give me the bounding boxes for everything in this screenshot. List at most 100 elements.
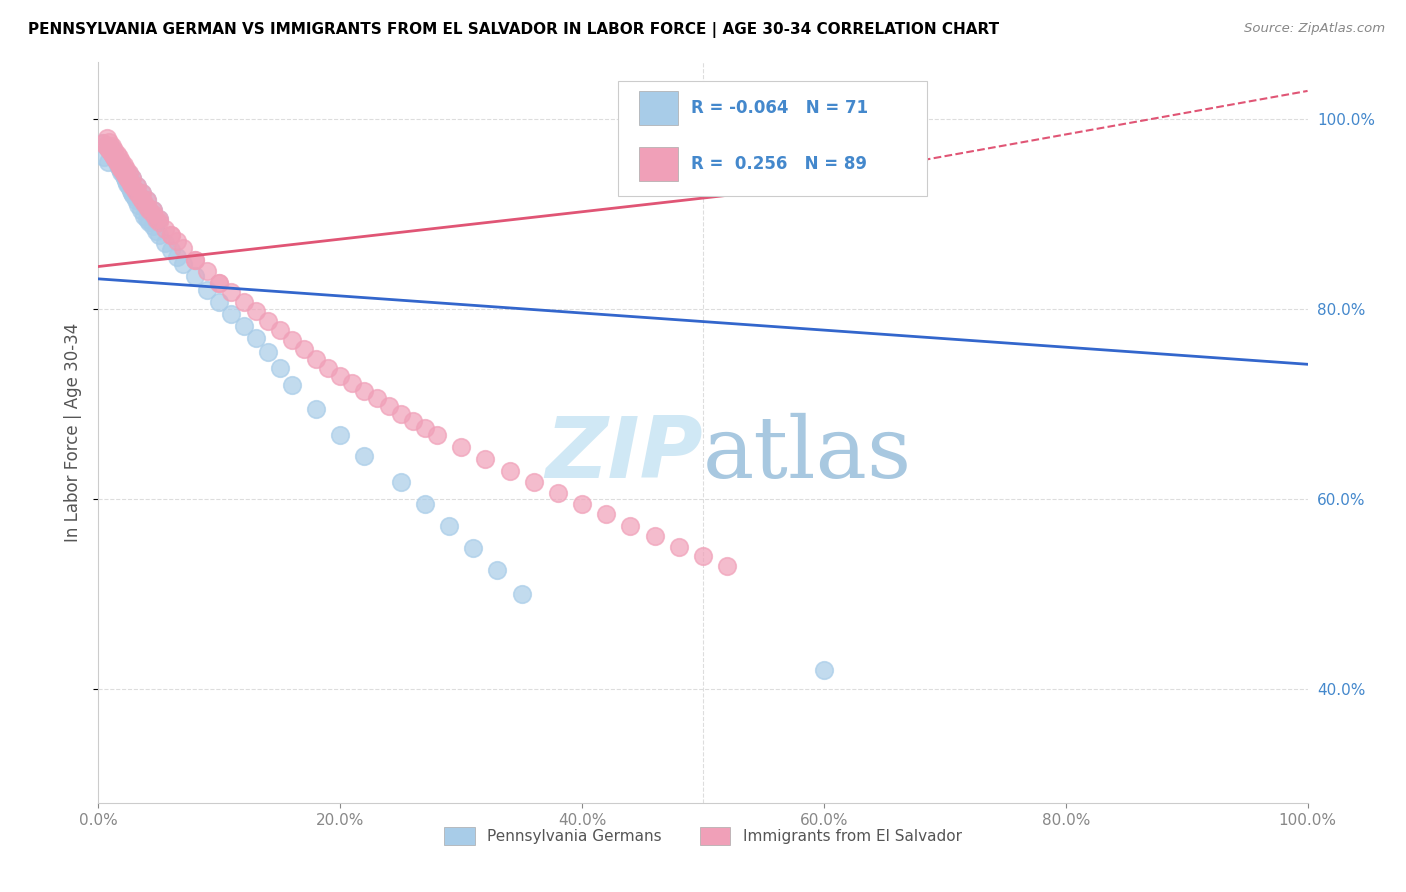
- Legend: Pennsylvania Germans, Immigrants from El Salvador: Pennsylvania Germans, Immigrants from El…: [439, 821, 967, 851]
- Point: [118, 165, 141, 179]
- Point: [595, 508, 617, 522]
- Point: [153, 235, 176, 250]
- Point: [128, 190, 150, 204]
- Point: [120, 184, 142, 198]
- Point: [121, 171, 143, 186]
- Point: [100, 139, 122, 153]
- Point: [100, 146, 122, 161]
- Point: [115, 174, 138, 188]
- Point: [127, 178, 149, 193]
- FancyBboxPatch shape: [619, 81, 927, 195]
- Point: [131, 186, 153, 201]
- Point: [142, 202, 165, 217]
- Point: [172, 240, 194, 255]
- Point: [115, 164, 138, 178]
- Point: [103, 150, 125, 164]
- Point: [402, 414, 425, 428]
- Y-axis label: In Labor Force | Age 30-34: In Labor Force | Age 30-34: [65, 323, 83, 542]
- Point: [118, 175, 141, 189]
- Point: [463, 541, 485, 556]
- Point: [256, 345, 278, 359]
- Point: [184, 268, 207, 283]
- Point: [108, 155, 131, 169]
- Point: [131, 193, 153, 207]
- Point: [172, 257, 194, 271]
- Point: [245, 304, 267, 318]
- Point: [510, 587, 533, 601]
- Point: [127, 198, 149, 212]
- Point: [118, 168, 141, 182]
- Point: [329, 427, 352, 442]
- Point: [523, 475, 546, 489]
- Point: [120, 177, 142, 191]
- Point: [127, 178, 149, 193]
- Point: [110, 154, 132, 169]
- Point: [111, 163, 134, 178]
- Point: [138, 202, 160, 217]
- Point: [129, 202, 152, 217]
- Point: [292, 342, 315, 356]
- Point: [110, 164, 132, 178]
- Point: [353, 450, 375, 464]
- Point: [100, 141, 122, 155]
- Point: [245, 331, 267, 345]
- Point: [97, 155, 120, 169]
- Point: [221, 307, 243, 321]
- Point: [105, 154, 128, 169]
- Point: [195, 283, 218, 297]
- Text: R = -0.064   N = 71: R = -0.064 N = 71: [690, 99, 868, 117]
- Point: [114, 168, 136, 182]
- Point: [97, 141, 120, 155]
- Point: [148, 215, 170, 229]
- Point: [498, 464, 520, 478]
- Point: [450, 440, 472, 454]
- Point: [96, 131, 118, 145]
- Point: [107, 156, 129, 170]
- Point: [117, 177, 139, 191]
- Point: [127, 186, 149, 201]
- Point: [94, 139, 117, 153]
- Point: [104, 153, 127, 167]
- Point: [110, 158, 132, 172]
- Point: [135, 193, 157, 207]
- Point: [108, 161, 131, 176]
- Point: [101, 148, 124, 162]
- Point: [100, 145, 122, 159]
- Point: [305, 401, 328, 416]
- Point: [232, 319, 254, 334]
- Point: [98, 143, 121, 157]
- Point: [100, 145, 122, 160]
- Point: [813, 663, 835, 677]
- Point: [134, 195, 156, 210]
- Text: PENNSYLVANIA GERMAN VS IMMIGRANTS FROM EL SALVADOR IN LABOR FORCE | AGE 30-34 CO: PENNSYLVANIA GERMAN VS IMMIGRANTS FROM E…: [28, 22, 1000, 38]
- Point: [316, 361, 339, 376]
- Point: [105, 155, 128, 169]
- Point: [91, 136, 114, 150]
- Point: [131, 186, 153, 201]
- Point: [91, 136, 114, 150]
- Point: [121, 186, 143, 201]
- Point: [281, 333, 304, 347]
- Point: [103, 150, 125, 164]
- Point: [413, 421, 436, 435]
- Point: [121, 171, 143, 186]
- Point: [619, 518, 641, 533]
- Point: [145, 224, 167, 238]
- Point: [184, 252, 207, 267]
- Point: [98, 143, 121, 157]
- Text: ZIP: ZIP: [546, 413, 703, 496]
- Point: [644, 529, 666, 543]
- Point: [112, 161, 135, 176]
- Point: [118, 180, 141, 194]
- Point: [108, 150, 131, 164]
- Point: [110, 161, 132, 176]
- Point: [105, 153, 128, 167]
- Point: [98, 135, 121, 149]
- Text: R =  0.256   N = 89: R = 0.256 N = 89: [690, 155, 868, 173]
- Point: [118, 173, 141, 187]
- Point: [117, 171, 139, 186]
- Point: [208, 276, 231, 290]
- Point: [221, 285, 243, 300]
- Point: [142, 202, 165, 217]
- Point: [195, 264, 218, 278]
